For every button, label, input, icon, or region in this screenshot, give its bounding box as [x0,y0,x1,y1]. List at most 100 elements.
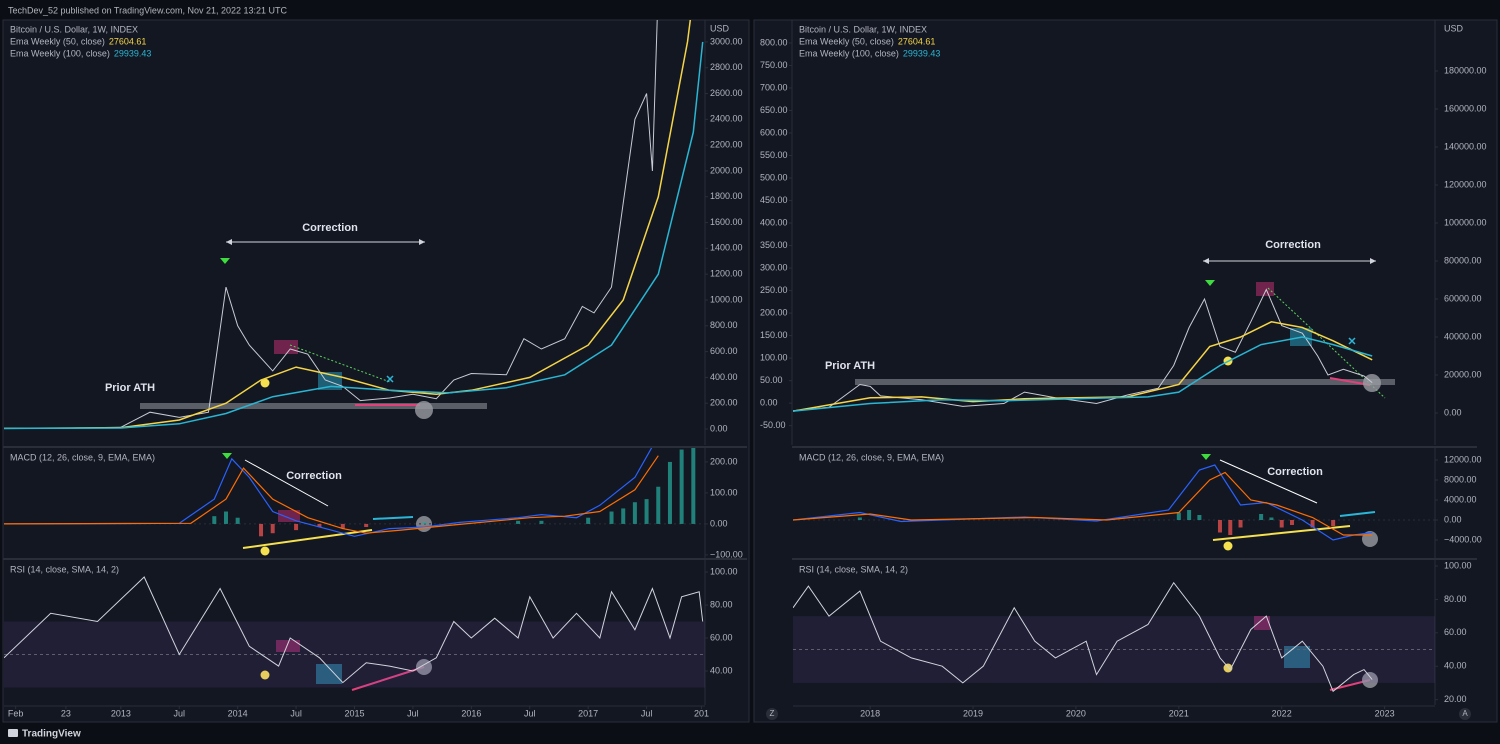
pane-title: MACD (12, 26, close, 9, EMA, EMA) [799,452,944,462]
y-tick-label: 40.00 [710,665,733,675]
x-tick-label: Jul [290,708,302,718]
y-tick-label: 600.00 [710,346,738,356]
rsi-blue-box [1284,646,1310,668]
histogram-bar [1279,520,1284,528]
y-tick-label: 100000.00 [1444,217,1487,227]
macd-yellow-line [1212,525,1351,541]
rsi-gray-circle [1362,672,1378,688]
histogram-bar [609,511,614,524]
top-marker [220,258,230,264]
rsi-pane [4,576,705,688]
histogram-bar [270,523,275,534]
ui-icon-label: Z [770,709,775,718]
histogram-bar [259,523,264,537]
top-marker [1205,280,1215,286]
y2-tick-label: 250.00 [760,285,788,295]
signal-line [4,455,659,534]
y-tick-label: 1400.00 [710,243,743,253]
annotation: Correction [1265,239,1321,251]
histogram-bar [667,461,672,524]
y-tick-label: 400.00 [710,372,738,382]
legend-name: Ema Weekly (50, close) [799,36,894,46]
histogram-bar [691,448,696,524]
annotation: Correction [1267,466,1323,478]
y2-tick-label: 650.00 [760,105,788,115]
y-tick-label: 0.00 [710,518,728,528]
histogram-bar [317,523,322,528]
x-marker [1348,337,1356,345]
legend-name: Ema Weekly (100, close) [10,48,110,58]
signal-line [793,471,1373,536]
y2-tick-label: 150.00 [760,330,788,340]
macd-yellow-dot [1223,541,1233,551]
y-tick-label: 800.00 [710,320,738,330]
y-tick-label: 2400.00 [710,114,743,124]
price-pane [4,20,704,430]
macd-blue-line [372,516,414,520]
y-tick-label: 3000.00 [710,36,743,46]
histogram-bar [621,508,626,524]
y-tick-label: 1200.00 [710,269,743,279]
y2-tick-label: 400.00 [760,217,788,227]
chart: 2018 2019 2020 2021 2022 2023 Z A 0.00 20000.00 40… [760,20,1487,720]
legend-value: 27604.61 [898,36,936,46]
histogram-bar [294,523,299,531]
y-tick-label: 12000.00 [1444,454,1482,464]
y-tick-label: 60000.00 [1444,293,1482,303]
gray-circle [1363,374,1381,392]
x-marker [386,375,394,383]
y-tick-label: 20000.00 [1444,369,1482,379]
macd-pane [793,464,1435,541]
y2-tick-label: 100.00 [760,352,788,362]
rsi-pink-box [276,640,300,652]
macd-arrow [1219,459,1318,504]
y-tick-label: 200.00 [710,456,738,466]
histogram-bar [539,520,544,524]
tradingview-logo [8,729,18,737]
x-tick-label: 2023 [1375,708,1395,718]
ui-icon [766,708,778,720]
histogram-bar [1197,515,1202,520]
ema-line [793,321,1373,412]
y-tick-label: 1800.00 [710,191,743,201]
histogram-bar [857,517,862,520]
y-tick-label: 0.00 [1444,514,1462,524]
rsi-pane [793,581,1435,693]
y2-tick-label: 450.00 [760,195,788,205]
support-zone [140,403,487,409]
y-tick-label: −100.00 [710,549,743,559]
histogram-bar [1217,520,1222,533]
legend-value: 29939.43 [903,48,941,58]
ui-icon [1459,708,1471,720]
y-tick-label: 160000.00 [1444,103,1487,113]
macd-line [793,464,1373,541]
yellow-dot [260,378,270,388]
x-tick-label: 2017 [578,708,598,718]
pane-title: Bitcoin / U.S. Dollar, 1W, INDEX [799,24,927,34]
y-tick-label: 80.00 [1444,594,1467,604]
y-tick-label: 40000.00 [1444,331,1482,341]
y-tick-label: 0.00 [710,423,728,433]
y2-tick-label: 300.00 [760,262,788,272]
x-tick-label: 2019 [963,708,983,718]
histogram-bar [1310,520,1315,528]
pane-title: MACD (12, 26, close, 9, EMA, EMA) [10,452,155,462]
y2-tick-label: 50.00 [760,375,783,385]
y-tick-label: 2200.00 [710,140,743,150]
price-line [4,20,658,429]
brand: TradingView [22,729,81,740]
macd-blue-line [1339,511,1376,517]
histogram-bar [679,449,684,524]
y-tick-label: 40.00 [1444,661,1467,671]
legend-name: Ema Weekly (50, close) [10,36,105,46]
ema-line [4,41,704,430]
x-tick-label: 2015 [344,708,364,718]
y-tick-label: 100.00 [710,487,738,497]
ema-line [4,20,692,430]
y-tick-label: 180000.00 [1444,65,1487,75]
y-tick-label: 60.00 [1444,627,1467,637]
histogram-bar [1331,520,1336,526]
histogram-bar [632,502,637,524]
chart: Feb 23 2013 Jul 2014 Jul 2015 Jul 2016 Jul 2017 Jul… [3,20,747,718]
